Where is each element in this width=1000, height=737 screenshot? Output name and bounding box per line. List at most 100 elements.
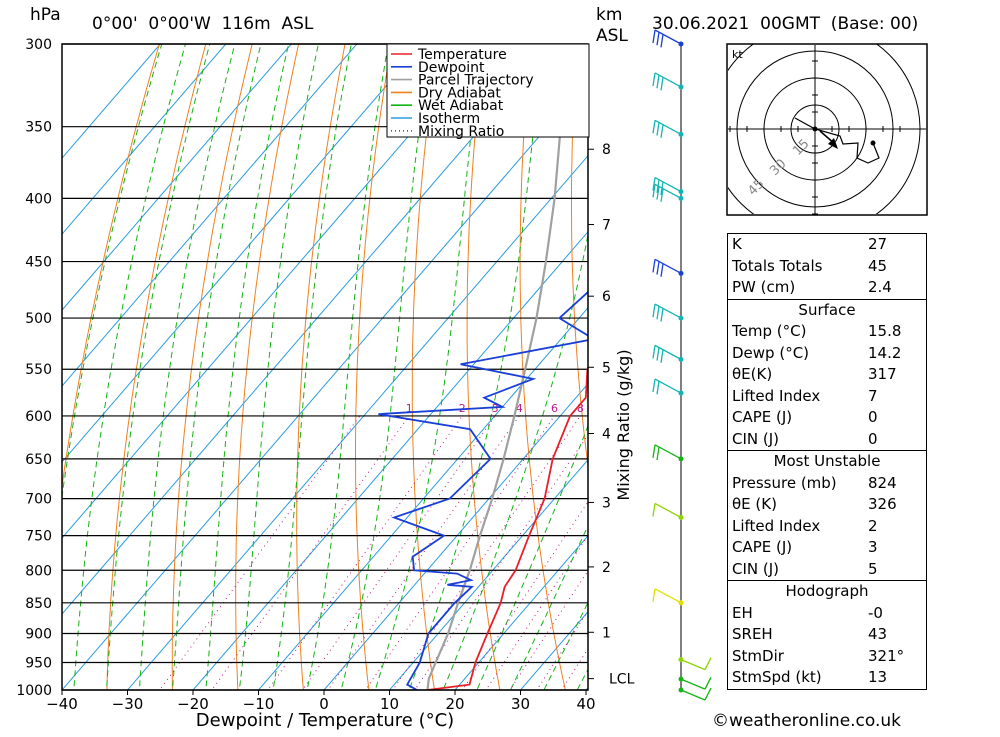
mixing-ratio-axis-label: Mixing Ratio (g/kg) [614, 349, 633, 500]
pressure-tick-label: 750 [25, 529, 52, 545]
wind-barb [653, 589, 684, 606]
credit-link[interactable]: ©weatheronline.co.uk [712, 711, 901, 731]
table-row-value: 317 [868, 364, 920, 386]
table-row-label: θE(K) [732, 364, 772, 386]
table-row: EH-0 [728, 603, 926, 625]
barb-flag [657, 32, 659, 45]
wet-adiabat-line [170, 0, 286, 716]
wind-barb [679, 688, 712, 701]
asl-label: ASL [596, 26, 628, 46]
table-row: SREH 43 [728, 624, 926, 646]
wet-adiabat-line [269, 0, 372, 716]
table-row-label: EH [732, 603, 753, 625]
pressure-tick-label: 400 [25, 191, 52, 207]
mixing-ratio-label: 20 [661, 402, 675, 415]
table-row-label: CIN (J) [732, 559, 779, 581]
lcl-label: LCL [609, 672, 635, 688]
barb-flag [657, 123, 659, 136]
km-tick-label: 7 [602, 218, 611, 234]
parcel-trajectory-line [428, 44, 567, 690]
most-unstable-title: Most Unstable [728, 451, 926, 473]
surface-title: Surface [728, 300, 926, 322]
table-row: StmSpd (kt)13 [728, 667, 926, 689]
table-row-label: CAPE (J) [732, 537, 792, 559]
table-row-label: Lifted Index [732, 386, 820, 408]
table-row: Pressure (mb) 824 [728, 473, 926, 495]
barb-flag [653, 589, 655, 602]
isotherm-line [39, 0, 703, 716]
table-row-label: SREH [732, 624, 773, 646]
pressure-tick-label: 350 [25, 120, 52, 136]
hodograph-title: Hodograph [728, 581, 926, 603]
table-row: Dewp (°C)14.2 [728, 343, 926, 365]
dry-adiabat-line [939, 0, 1000, 716]
km-tick-label: 5 [602, 360, 611, 376]
km-tick-label: 6 [602, 289, 611, 305]
wet-adiabat-line [138, 0, 262, 716]
table-row-label: θE (K) [732, 494, 777, 516]
table-row-label: Totals Totals [732, 256, 822, 278]
table-row-value: 3 [868, 537, 920, 559]
pressure-tick-label: 300 [25, 37, 52, 53]
wind-barb [653, 345, 684, 362]
barb-flag [661, 350, 663, 363]
table-row: CIN (J)0 [728, 429, 926, 451]
mixing-ratio-line [469, 416, 668, 716]
table-row-value: 2 [868, 516, 920, 538]
table-row-value: 14.2 [868, 343, 920, 365]
barb-flag [657, 262, 659, 275]
x-tick-label: −40 [46, 695, 78, 713]
table-row-value: 824 [868, 473, 920, 495]
table-row-value: 0 [868, 429, 920, 451]
table-row: CIN (J) 5 [728, 559, 926, 581]
barb-flag [653, 304, 655, 317]
barb-flag [653, 73, 655, 86]
dry-adiabat-line [621, 0, 704, 716]
barb-flag [661, 125, 663, 138]
barb-flag [705, 658, 711, 670]
pressure-tick-label: 600 [25, 409, 52, 425]
pressure-tick-label: 650 [25, 452, 52, 468]
wind-barb [653, 445, 684, 462]
table-row-value: 326 [868, 494, 920, 516]
plot-frame [62, 44, 588, 690]
table-row-value: 5 [868, 559, 920, 581]
mixing-ratio-line [348, 416, 555, 716]
mixing-ratio-label: 16 [639, 402, 653, 415]
pressure-tick-label: 950 [25, 655, 52, 671]
location-label: 0°00' 0°00'W 116m ASL [92, 14, 314, 34]
barb-flag [653, 503, 655, 516]
table-row: CAPE (J) 3 [728, 537, 926, 559]
barb-flag [661, 34, 663, 47]
table-row: θE(K) 317 [728, 364, 926, 386]
barb-shaft [655, 503, 681, 517]
barb-flag [653, 379, 655, 392]
legend-entry: Mixing Ratio [418, 124, 504, 140]
table-row-value: 27 [868, 234, 920, 256]
table-row-label: Pressure (mb) [732, 473, 837, 495]
km-label: km [596, 5, 622, 25]
pressure-unit: hPa [30, 5, 61, 25]
pressure-tick-label: 900 [25, 626, 52, 642]
table-row-label: StmDir [732, 646, 784, 668]
table-row-label: StmSpd (kt) [732, 667, 822, 689]
wind-barb [653, 503, 684, 520]
x-tick-label: 30 [511, 695, 530, 713]
mixing-ratio-label: 6 [551, 402, 558, 415]
wind-barb [679, 657, 712, 670]
dry-adiabat-line [983, 0, 1000, 716]
mixing-ratio-line [545, 416, 739, 716]
barb-flag [653, 259, 655, 272]
pressure-tick-label: 850 [25, 596, 52, 612]
km-tick-label: 2 [602, 560, 611, 576]
km-tick-label: 8 [602, 142, 611, 158]
x-tick-label: 40 [576, 695, 595, 713]
table-row-label: K [732, 234, 742, 256]
table-row-value: 43 [868, 624, 920, 646]
